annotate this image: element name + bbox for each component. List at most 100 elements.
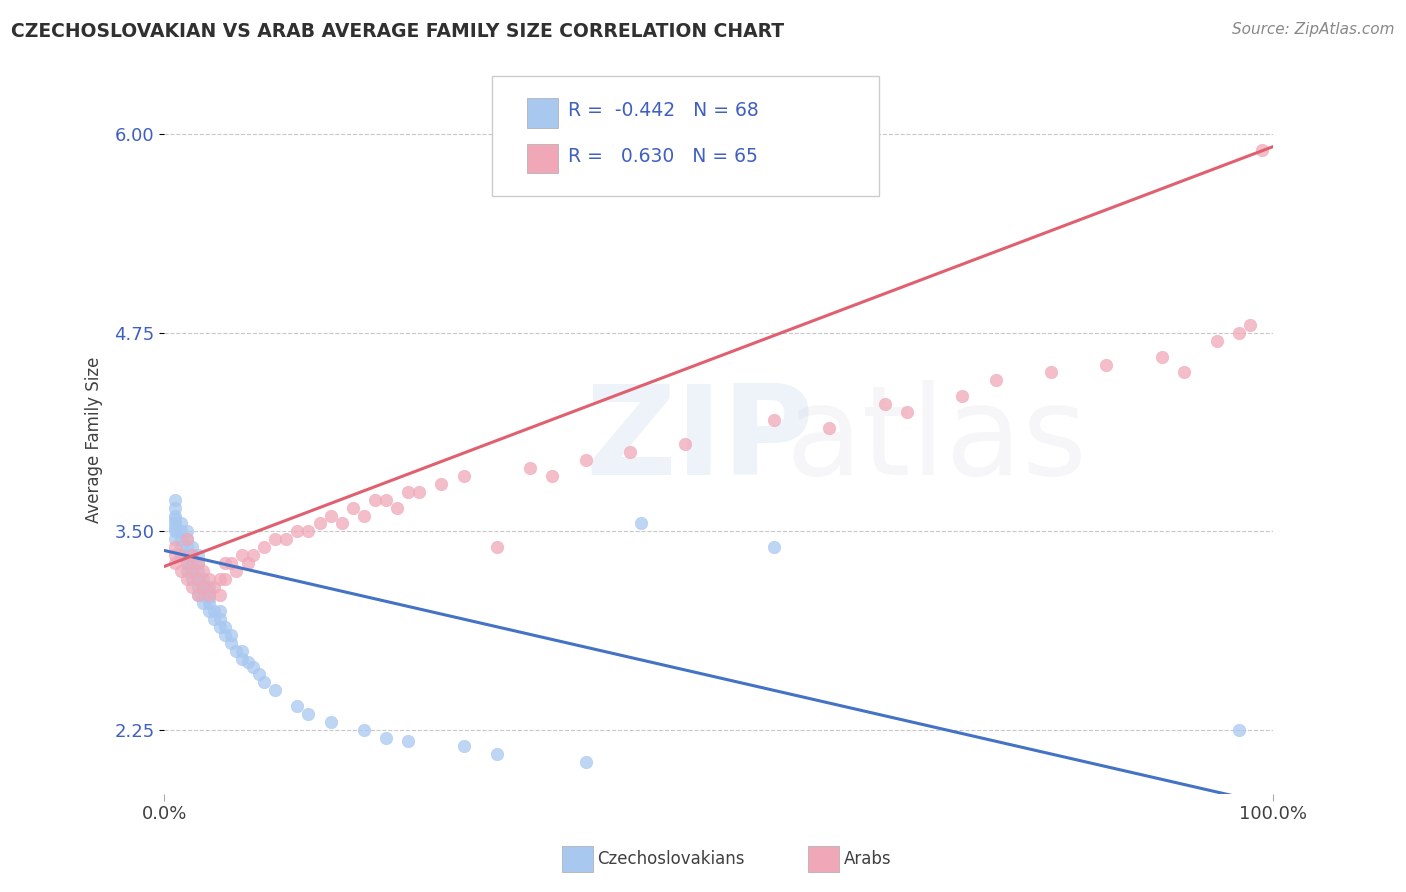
- Point: [165, 556, 187, 570]
- Point: [165, 524, 187, 539]
- Point: [319, 508, 342, 523]
- Point: [242, 659, 264, 673]
- Point: [176, 556, 198, 570]
- Point: [1150, 350, 1173, 364]
- Point: [1040, 366, 1063, 380]
- Point: [1229, 326, 1251, 340]
- Point: [176, 564, 198, 578]
- Point: [165, 511, 187, 525]
- Point: [170, 541, 193, 555]
- Point: [574, 453, 596, 467]
- Point: [287, 699, 309, 714]
- Point: [197, 604, 219, 618]
- Point: [193, 564, 215, 578]
- Point: [187, 556, 209, 570]
- Point: [165, 508, 187, 523]
- Point: [170, 533, 193, 547]
- Point: [202, 612, 225, 626]
- Point: [319, 715, 342, 730]
- Point: [176, 556, 198, 570]
- Point: [214, 572, 236, 586]
- Point: [181, 548, 204, 562]
- Point: [193, 580, 215, 594]
- Point: [187, 572, 209, 586]
- Point: [165, 541, 187, 555]
- Point: [396, 484, 419, 499]
- Point: [165, 500, 187, 515]
- Point: [485, 541, 508, 555]
- Point: [231, 651, 253, 665]
- Point: [193, 588, 215, 602]
- Point: [225, 643, 247, 657]
- Point: [219, 635, 242, 649]
- Point: [181, 541, 204, 555]
- Point: [1173, 366, 1195, 380]
- Point: [197, 596, 219, 610]
- Point: [453, 739, 475, 753]
- Point: [187, 548, 209, 562]
- Point: [170, 548, 193, 562]
- Point: [181, 572, 204, 586]
- Point: [297, 707, 319, 722]
- Point: [170, 516, 193, 531]
- Text: atlas: atlas: [785, 379, 1087, 500]
- Point: [541, 468, 564, 483]
- Point: [673, 437, 696, 451]
- Point: [231, 643, 253, 657]
- Point: [287, 524, 309, 539]
- Point: [375, 492, 398, 507]
- Point: [181, 580, 204, 594]
- Point: [242, 548, 264, 562]
- Point: [187, 580, 209, 594]
- Point: [176, 548, 198, 562]
- Point: [1095, 358, 1118, 372]
- Point: [219, 556, 242, 570]
- Y-axis label: Average Family Size: Average Family Size: [86, 357, 103, 524]
- Point: [247, 667, 270, 681]
- Point: [214, 556, 236, 570]
- Point: [181, 556, 204, 570]
- Text: Source: ZipAtlas.com: Source: ZipAtlas.com: [1232, 22, 1395, 37]
- Point: [762, 541, 785, 555]
- Point: [818, 421, 841, 435]
- Point: [236, 655, 259, 669]
- Point: [208, 604, 231, 618]
- Point: [630, 516, 652, 531]
- Text: CZECHOSLOVAKIAN VS ARAB AVERAGE FAMILY SIZE CORRELATION CHART: CZECHOSLOVAKIAN VS ARAB AVERAGE FAMILY S…: [11, 22, 785, 41]
- Point: [1206, 334, 1229, 348]
- Point: [193, 572, 215, 586]
- Point: [197, 591, 219, 606]
- Point: [1229, 723, 1251, 737]
- Point: [1250, 143, 1272, 157]
- Point: [330, 516, 353, 531]
- Point: [619, 445, 641, 459]
- Point: [574, 755, 596, 769]
- Point: [176, 572, 198, 586]
- Point: [170, 524, 193, 539]
- Text: R =   0.630   N = 65: R = 0.630 N = 65: [568, 147, 758, 167]
- Point: [187, 588, 209, 602]
- Point: [202, 580, 225, 594]
- Point: [297, 524, 319, 539]
- Point: [187, 572, 209, 586]
- Point: [181, 564, 204, 578]
- Point: [375, 731, 398, 745]
- Point: [187, 556, 209, 570]
- Point: [519, 460, 541, 475]
- Point: [253, 675, 276, 690]
- Point: [264, 683, 287, 698]
- Point: [208, 588, 231, 602]
- Point: [430, 476, 453, 491]
- Point: [353, 508, 375, 523]
- Point: [276, 533, 298, 547]
- Point: [950, 389, 973, 403]
- Point: [176, 541, 198, 555]
- Point: [176, 524, 198, 539]
- Point: [165, 533, 187, 547]
- Point: [197, 572, 219, 586]
- Point: [396, 734, 419, 748]
- Point: [197, 584, 219, 599]
- Point: [176, 533, 198, 547]
- Point: [197, 580, 219, 594]
- Point: [762, 413, 785, 427]
